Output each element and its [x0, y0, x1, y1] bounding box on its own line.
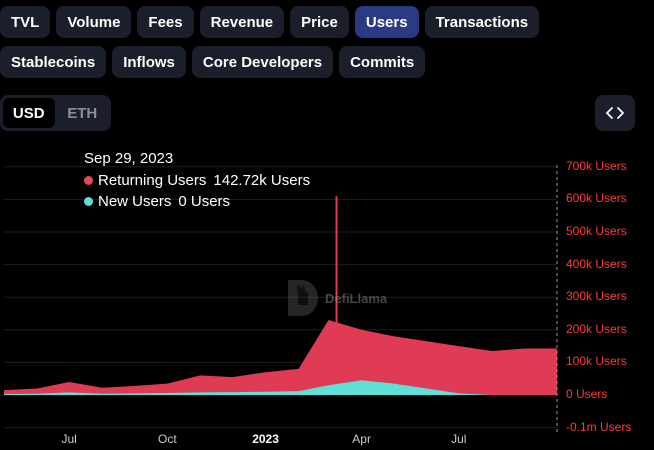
- metric-tabs-row-2: Stablecoins Inflows Core Developers Commits: [0, 46, 426, 78]
- tab-transactions[interactable]: Transactions: [424, 6, 540, 38]
- code-brackets-icon: [606, 107, 624, 119]
- tooltip-new-value: 0 Users: [178, 193, 231, 210]
- tooltip-returning-value: 142.72k Users: [213, 172, 311, 189]
- tab-fees[interactable]: Fees: [137, 6, 194, 38]
- y-tick-label: 500k Users: [566, 224, 627, 238]
- tab-stablecoins[interactable]: Stablecoins: [0, 46, 107, 78]
- tab-price[interactable]: Price: [290, 6, 349, 38]
- x-tick-label: Jul: [61, 432, 77, 446]
- currency-toggle: USD ETH: [0, 95, 111, 131]
- tooltip-new-label: New Users: [98, 193, 172, 210]
- llama-logo-icon: [288, 280, 318, 316]
- y-tick-label: 600k Users: [566, 191, 627, 206]
- tab-inflows[interactable]: Inflows: [112, 46, 186, 78]
- tooltip-returning-row: Returning Users 142.72k Users: [84, 170, 310, 191]
- y-tick-label: 300k Users: [566, 289, 627, 304]
- x-tick-label: Apr: [352, 432, 371, 446]
- tab-commits[interactable]: Commits: [339, 46, 426, 78]
- y-tick-label: 200k Users: [566, 321, 627, 336]
- tab-tvl[interactable]: TVL: [0, 6, 51, 38]
- returning-users-area: [4, 320, 557, 395]
- tab-users[interactable]: Users: [354, 6, 419, 38]
- x-tick-label: Jul: [451, 432, 467, 446]
- tooltip-date: Sep 29, 2023: [84, 150, 174, 167]
- currency-eth-button[interactable]: ETH: [67, 104, 98, 122]
- new-users-area: [4, 380, 557, 395]
- tooltip-returning-label: Returning Users: [98, 172, 207, 189]
- chart-grid: [4, 166, 557, 429]
- y-tick-label: 400k Users: [566, 256, 627, 271]
- new-dot-icon: [84, 197, 93, 206]
- watermark-text: DefiLlama: [325, 290, 388, 306]
- y-tick-label: 700k Users: [566, 158, 627, 173]
- chart-tooltip: Sep 29, 2023 Returning Users 142.72k Use…: [84, 150, 310, 212]
- returning-dot-icon: [84, 176, 93, 185]
- tab-core-developers[interactable]: Core Developers: [191, 46, 334, 78]
- tooltip-new-row: New Users 0 Users: [84, 191, 310, 212]
- metric-tabs-row-1: TVL Volume Fees Revenue Price Users Transactio…: [0, 6, 540, 38]
- embed-code-button[interactable]: [595, 95, 635, 131]
- defillama-watermark: DefiLlama: [284, 278, 387, 318]
- x-tick-label: Oct: [157, 432, 177, 446]
- tab-volume[interactable]: Volume: [56, 6, 132, 38]
- currency-usd-button[interactable]: USD: [3, 98, 55, 128]
- x-tick-label: 2023: [252, 432, 279, 446]
- y-tick-label: 0 Users: [566, 387, 608, 401]
- tab-revenue[interactable]: Revenue: [199, 6, 285, 38]
- users-chart: [4, 165, 558, 435]
- y-tick-label: -0.1m Users: [566, 419, 632, 434]
- y-tick-label: 100k Users: [566, 354, 627, 369]
